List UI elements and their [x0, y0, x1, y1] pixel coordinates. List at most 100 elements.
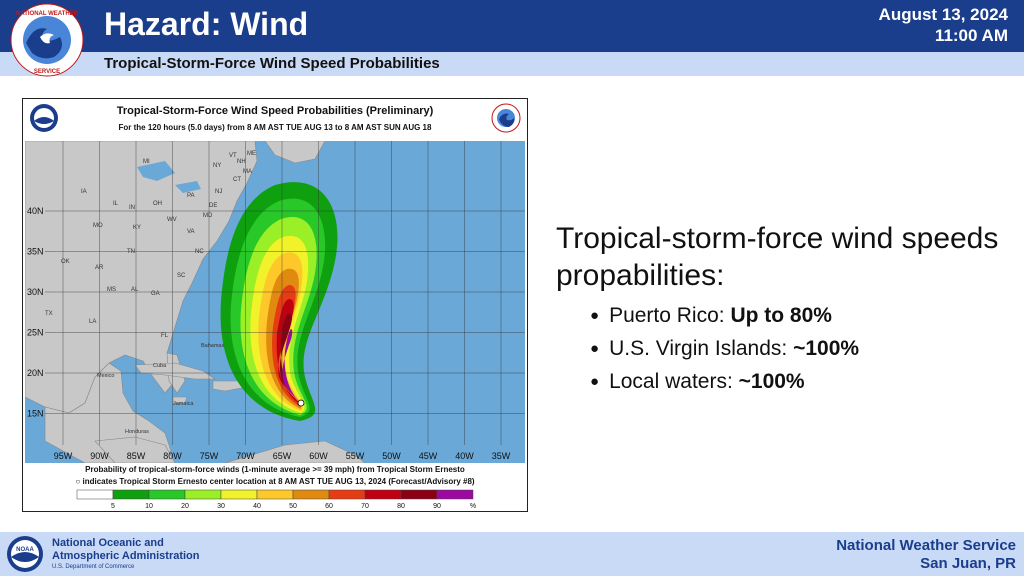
legend-swatch [76, 489, 114, 500]
state-label: NY [213, 163, 221, 169]
state-label: ME [247, 151, 256, 157]
jamaica-land [172, 396, 188, 404]
state-label: NC [195, 249, 204, 255]
state-label: CT [233, 177, 241, 183]
lat-label: 30N [27, 287, 44, 297]
lon-label: 60W [309, 451, 328, 461]
issuance-time: 11:00 AM [934, 26, 1008, 45]
svg-text:NATIONAL WEATHER: NATIONAL WEATHER [16, 11, 79, 17]
state-label: MI [143, 159, 150, 165]
state-label: DE [209, 203, 217, 209]
state-label: OK [61, 259, 70, 265]
legend-swatch [292, 489, 330, 500]
state-label: VT [229, 153, 237, 159]
svg-text:NOAA: NOAA [16, 547, 34, 553]
noaa-small-icon [30, 104, 58, 132]
state-label: PA [187, 193, 195, 199]
subheader-bar [0, 52, 1024, 76]
state-label: WV [167, 217, 177, 223]
lat-label: 15N [27, 409, 44, 419]
great-lakes [137, 161, 175, 181]
lon-label: 55W [346, 451, 365, 461]
state-label: AR [95, 265, 104, 271]
storm-center-marker [297, 399, 305, 407]
legend-label: % [470, 503, 476, 509]
legend-label: 40 [253, 503, 261, 509]
map-canvas: 95W 90W 85W 80W 75W 70W 65W 60W 55W 50W 45W 40W 35W 4… [25, 141, 525, 463]
cuba-land [134, 362, 216, 380]
legend-label: 30 [217, 503, 225, 509]
probability-legend: 5 10 20 30 40 50 60 70 80 90% [76, 489, 476, 509]
legend-label: 50 [289, 503, 297, 509]
map-caption-2: ○ indicates Tropical Storm Ernesto cente… [75, 477, 475, 486]
legend-swatch [364, 489, 402, 500]
state-label: IN [129, 205, 135, 211]
state-label: SC [177, 273, 186, 279]
map-subtitle: For the 120 hours (5.0 days) from 8 AM A… [118, 123, 432, 132]
nws-logo-icon: NATIONAL WEATHER SERVICE [10, 3, 84, 77]
lon-label: 45W [419, 451, 438, 461]
legend-label: 5 [111, 503, 115, 509]
legend-swatch [220, 489, 258, 500]
prob-band-100 [282, 329, 301, 403]
state-label: VA [187, 229, 195, 235]
state-label: IA [81, 189, 87, 195]
lon-label: 70W [236, 451, 255, 461]
nws-small-icon [491, 103, 521, 133]
map-title: Tropical-Storm-Force Wind Speed Probabil… [116, 105, 434, 117]
footer-bar [0, 532, 1024, 576]
list-item-local-waters: Local waters: ~100% [590, 366, 1006, 399]
state-label: MD [203, 213, 213, 219]
lat-label: 35N [27, 247, 44, 257]
svg-text:SERVICE: SERVICE [34, 69, 60, 75]
legend-swatch [148, 489, 186, 500]
place-label: Bahamas [201, 343, 224, 349]
legend-swatch [112, 489, 150, 500]
legend-swatch [184, 489, 222, 500]
state-label: NH [237, 159, 246, 165]
lat-label: 20N [27, 368, 44, 378]
state-label: GA [151, 291, 160, 297]
lake-erie [175, 181, 201, 193]
state-label: FL [161, 333, 169, 339]
legend-label: 70 [361, 503, 369, 509]
wind-probability-map: Tropical-Storm-Force Wind Speed Probabil… [22, 98, 528, 512]
noaa-department: U.S. Department of Commerce [52, 564, 135, 570]
issuance-datetime: August 13, 2024 11:00 AM [879, 4, 1008, 46]
lon-label: 65W [273, 451, 292, 461]
noaa-logo-icon: NOAA [7, 536, 43, 572]
place-label: Cuba [153, 363, 167, 369]
state-label: TN [127, 249, 135, 255]
legend-swatch [400, 489, 438, 500]
lon-label: 50W [382, 451, 401, 461]
state-label: AL [131, 287, 139, 293]
prob-band-80 [276, 299, 301, 405]
legend-swatch [328, 489, 366, 500]
state-label: MS [107, 287, 116, 293]
page-title: Hazard: Wind [104, 6, 309, 42]
summary-heading: Tropical-storm-force wind speeds propabi… [556, 222, 999, 292]
legend-swatch [436, 489, 474, 500]
central-america-land [94, 436, 176, 463]
legend-label: 20 [181, 503, 189, 509]
lat-label: 40N [27, 206, 44, 216]
list-item-puerto-rico: Puerto Rico: Up to 80% [590, 300, 1006, 333]
lon-label: 90W [90, 451, 109, 461]
state-label: MO [93, 223, 103, 229]
place-label: Jamaica [173, 401, 194, 407]
state-label: OH [153, 201, 162, 207]
summary-panel: Tropical-storm-force wind speeds propabi… [556, 220, 1006, 399]
place-label: Mexico [97, 373, 114, 379]
state-label: TX [45, 311, 53, 317]
state-label: LA [89, 319, 96, 325]
nws-office: National Weather Service San Juan, PR [836, 537, 1016, 572]
map-grid: 95W 90W 85W 80W 75W 70W 65W 60W 55W 50W 45W 40W 35W 4… [27, 141, 525, 461]
list-item-usvi: U.S. Virgin Islands: ~100% [590, 333, 1006, 366]
state-label: KY [133, 225, 141, 231]
summary-list: Puerto Rico: Up to 80% U.S. Virgin Islan… [590, 300, 1006, 399]
lon-label: 75W [200, 451, 219, 461]
south-america-land [224, 440, 366, 463]
legend-label: 80 [397, 503, 405, 509]
header-bar [0, 0, 1024, 52]
